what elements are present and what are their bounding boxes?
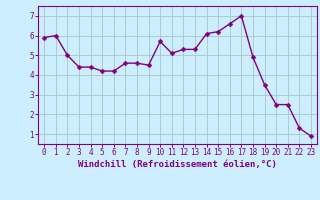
- X-axis label: Windchill (Refroidissement éolien,°C): Windchill (Refroidissement éolien,°C): [78, 160, 277, 169]
